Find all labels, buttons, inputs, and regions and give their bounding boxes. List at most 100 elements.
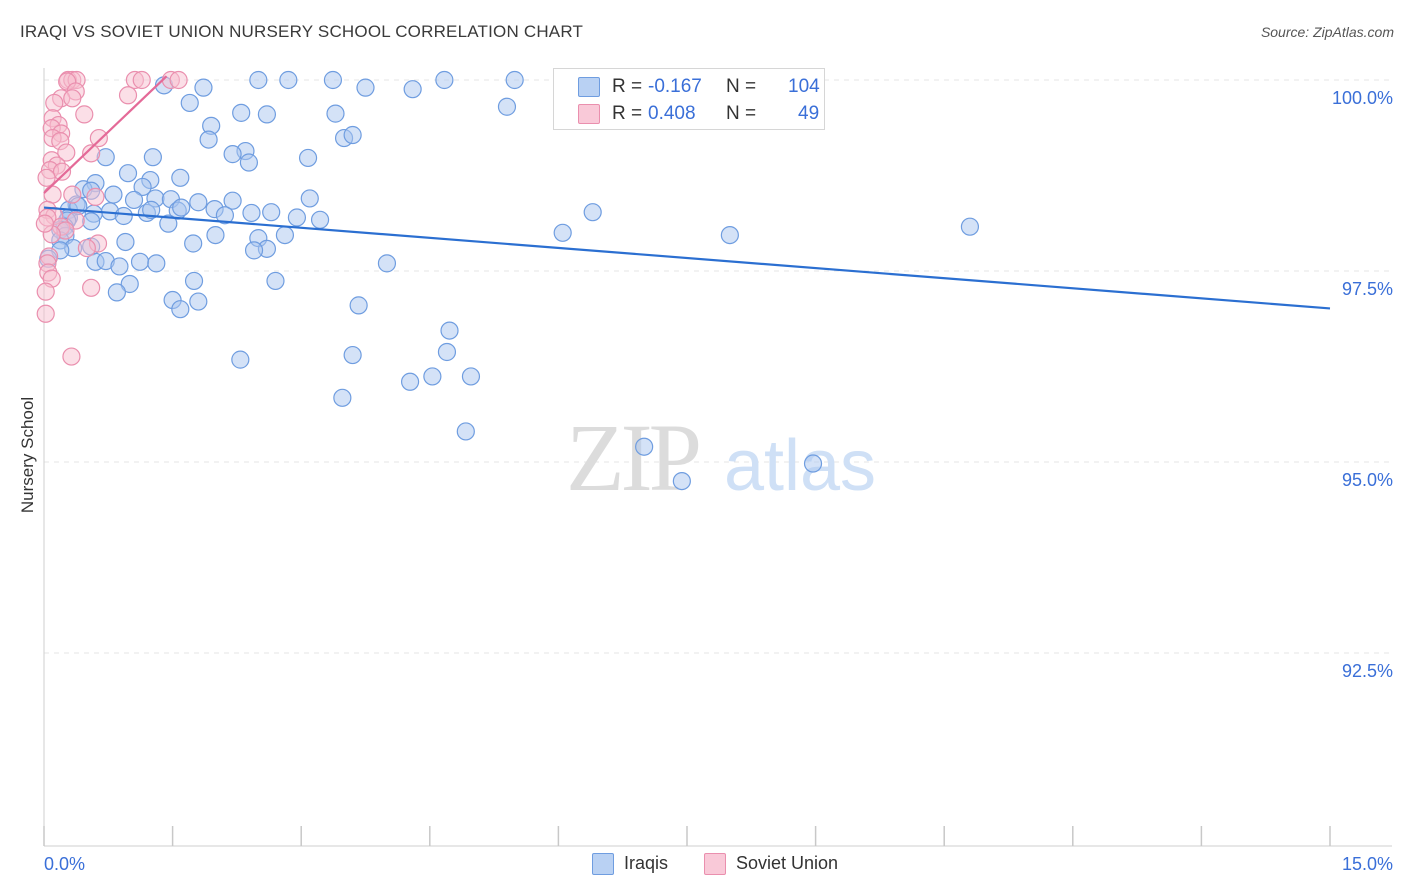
iraqis-point [171, 300, 190, 319]
soviet-union-point [63, 89, 82, 108]
iraqis-point [423, 367, 442, 386]
soviet-union-point [37, 168, 56, 187]
soviet-union-point [169, 70, 188, 90]
iraqis-point [583, 203, 602, 222]
watermark: ZIP atlas [566, 404, 876, 511]
y-tick-label: 97.5% [1342, 279, 1393, 299]
correlation-legend: R = -0.167 N = 104 R = 0.408 N = 49 [553, 68, 825, 130]
legend-n-label: N = [726, 76, 757, 97]
iraqis-point [262, 203, 281, 222]
iraqis-point [672, 472, 691, 491]
soviet-union-point [75, 105, 94, 124]
iraqis-point [403, 80, 422, 99]
iraqis-point [124, 190, 144, 210]
iraqis-point [242, 203, 261, 223]
iraqis-point [159, 214, 178, 233]
iraqis-point [199, 130, 218, 149]
iraqis-point [116, 232, 135, 252]
iraqis-point [184, 234, 203, 253]
iraqis-point [232, 103, 251, 122]
soviet-union-point [89, 128, 108, 148]
iraqis-point [249, 70, 268, 90]
iraqis-point [720, 225, 739, 245]
iraqis-point [189, 292, 208, 311]
iraqis-point [275, 225, 295, 245]
iraqis-point [133, 177, 152, 197]
iraqis-point [110, 257, 129, 276]
watermark-zip: ZIP [566, 404, 699, 511]
iraqis-point [349, 296, 368, 315]
iraqis-legend-swatch [592, 853, 614, 875]
source-credit: Source: ZipAtlas.com [1260, 24, 1394, 40]
watermark-atlas: atlas [724, 426, 876, 506]
soviet-union-point [77, 238, 96, 258]
iraqis-point [223, 191, 242, 210]
legend-r-label: R = [612, 103, 643, 124]
iraqis-point [279, 70, 298, 90]
iraqis-point [461, 367, 481, 386]
iraqis-point [82, 212, 101, 231]
y-tick-label: 95.0% [1342, 470, 1393, 490]
iraqis-point [172, 198, 191, 217]
iraqis-point [231, 350, 250, 369]
soviet-union-trend-line [43, 75, 168, 194]
iraqis-point [323, 70, 343, 90]
iraqis-point [356, 78, 375, 97]
iraqis-point [326, 104, 345, 123]
soviet-union-point [132, 70, 151, 90]
iraqis-point [120, 274, 139, 294]
iraqis-point [142, 200, 161, 219]
soviet-union-point [63, 185, 82, 204]
iraqis-point [239, 153, 259, 172]
soviet-union-point [82, 144, 101, 163]
iraqis-point [803, 454, 823, 473]
soviet-union-point [57, 143, 76, 162]
x-tick-label-min: 0.0% [44, 854, 85, 874]
trend-lines [43, 75, 1331, 310]
iraqis-point [505, 70, 524, 90]
soviet-union-point [118, 86, 138, 105]
iraqis-point [104, 185, 123, 204]
iraqis-point [635, 437, 654, 456]
soviet-legend-swatch [704, 853, 726, 875]
y-tick-label: 100.0% [1332, 88, 1393, 108]
iraqis-point [143, 148, 162, 167]
iraqis-point [300, 189, 319, 208]
y-tick-label: 92.5% [1342, 661, 1393, 681]
iraqis-point [118, 164, 138, 183]
iraqis-r-value: -0.167 [648, 76, 702, 97]
iraqis-point [343, 345, 362, 365]
iraqis-point [215, 206, 234, 225]
iraqis-n-value: 104 [788, 76, 820, 97]
iraqis-point [960, 217, 980, 236]
iraqis-point [456, 422, 475, 441]
iraqis-point [310, 210, 330, 229]
iraqis-point [171, 168, 190, 187]
soviet-union-point [82, 278, 101, 297]
x-tick-label-max: 15.0% [1342, 854, 1393, 874]
soviet-legend-label: Soviet Union [736, 853, 839, 873]
iraqis-point [244, 241, 264, 260]
iraqis-point [194, 78, 213, 97]
iraqis-point [440, 321, 459, 340]
iraqis-point [223, 145, 242, 164]
iraqis-point [107, 283, 126, 302]
iraqis-point [437, 342, 457, 362]
chart-title: IRAQI VS SOVIET UNION NURSERY SCHOOL COR… [20, 22, 584, 41]
iraqis-point [266, 271, 285, 291]
iraqis-point [180, 93, 199, 113]
iraqis-swatch [578, 77, 600, 97]
iraqis-point [184, 271, 204, 291]
soviet-union-point [43, 185, 62, 204]
iraqis-point [130, 252, 150, 271]
soviet-union-point [52, 162, 72, 181]
soviet-union-point [45, 93, 64, 113]
legend-n-label: N = [726, 103, 757, 124]
soviet-union-point [86, 187, 105, 206]
iraqis-point [333, 388, 352, 407]
tick-labels: 92.5% 95.0% 97.5% 100.0% 0.0% 15.0% [44, 88, 1393, 874]
iraqis-point [435, 70, 454, 90]
soviet-union-point [62, 347, 81, 366]
soviet-union-point [36, 282, 55, 301]
